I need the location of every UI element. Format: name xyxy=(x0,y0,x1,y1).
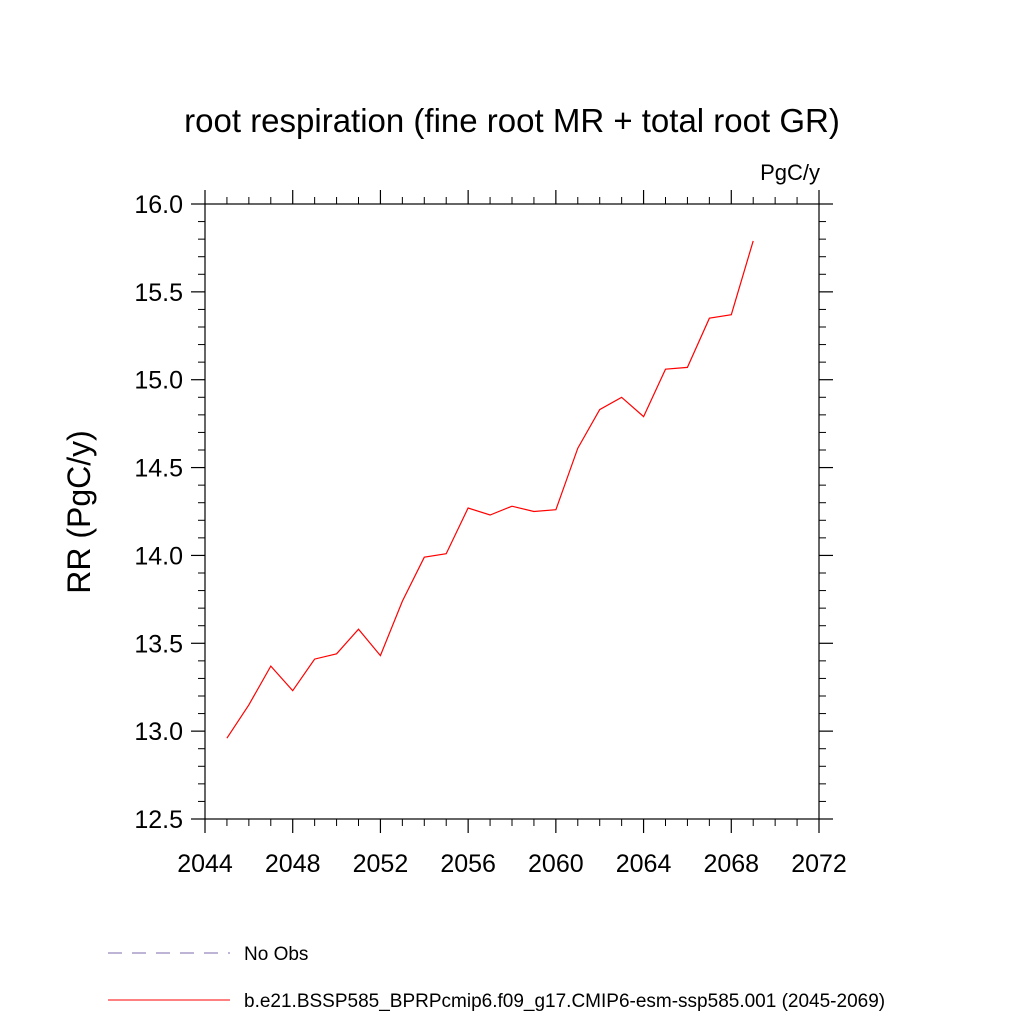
y-tick-label: 15.0 xyxy=(134,367,183,395)
series-layer xyxy=(226,240,754,739)
y-tick-label: 12.5 xyxy=(134,806,183,834)
chart-title: root respiration (fine root MR + total r… xyxy=(184,102,840,139)
y-tick-label: 14.5 xyxy=(134,455,183,483)
tick-labels: 2044 2048 2052 2056 2060 2064 2068 2072 12.5 13.0… xyxy=(134,191,846,878)
axis-ticks xyxy=(191,190,833,833)
x-tick-label: 2044 xyxy=(177,850,233,878)
x-tick-label: 2060 xyxy=(528,850,584,878)
y-tick-label: 15.5 xyxy=(134,279,183,307)
units-label: PgC/y xyxy=(760,160,820,185)
legend-label: b.e21.BSSP585_BPRPcmip6.f09_g17.CMIP6-es… xyxy=(244,991,885,1012)
series-line xyxy=(226,240,754,739)
x-tick-label: 2068 xyxy=(703,850,759,878)
y-tick-label: 13.0 xyxy=(134,718,183,746)
y-axis-label: RR (PgC/y) xyxy=(61,430,97,594)
y-tick-label: 14.0 xyxy=(134,542,183,570)
x-tick-label: 2072 xyxy=(791,850,847,878)
x-tick-label: 2052 xyxy=(353,850,409,878)
y-tick-label: 13.5 xyxy=(134,630,183,658)
x-tick-label: 2064 xyxy=(616,850,672,878)
x-tick-label: 2056 xyxy=(440,850,496,878)
legend-label: No Obs xyxy=(244,944,308,965)
x-tick-label: 2048 xyxy=(265,850,321,878)
y-tick-label: 16.0 xyxy=(134,191,183,219)
plot-frame xyxy=(204,203,820,820)
legend: No Obs b.e21.BSSP585_BPRPcmip6.f09_g17.CM… xyxy=(108,944,885,1012)
